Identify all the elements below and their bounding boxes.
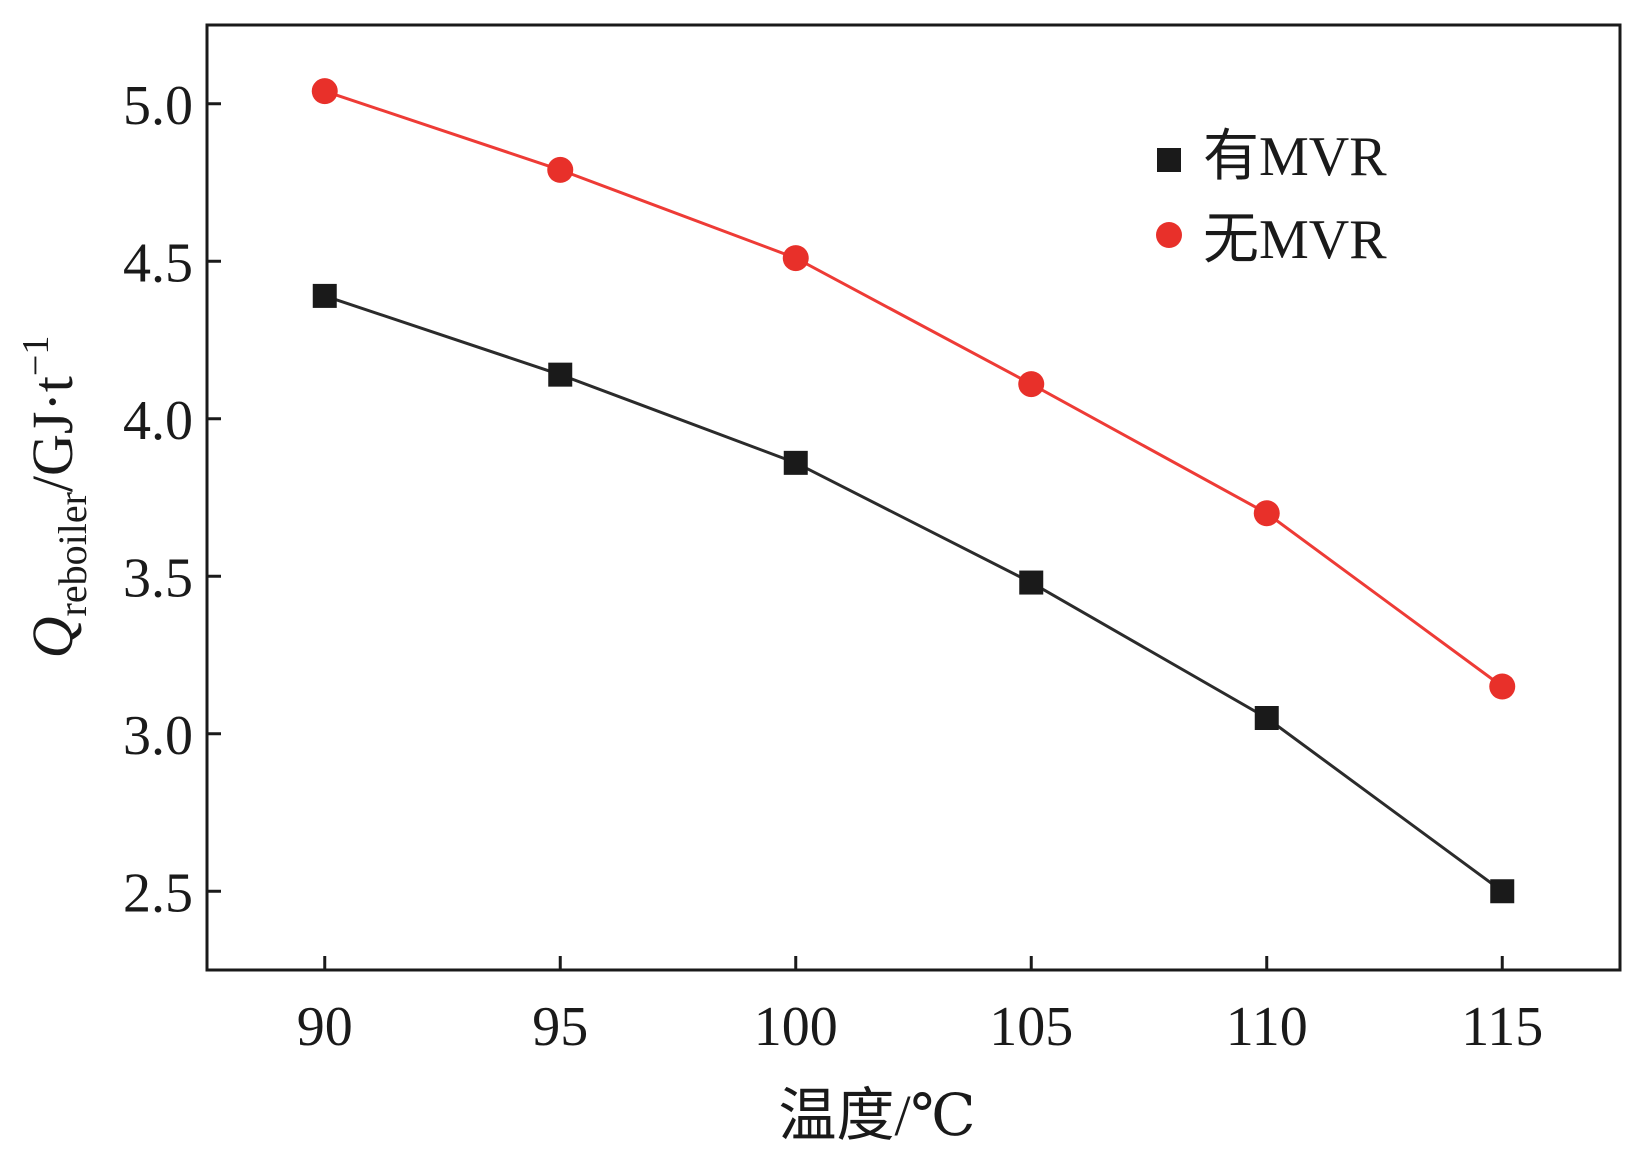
data-point-circle: [311, 78, 338, 105]
x-tick-label: 95: [532, 996, 588, 1058]
y-tick-label: 4.5: [123, 232, 193, 294]
data-point-square: [1490, 879, 1515, 904]
legend-label-1: 无MVR: [1203, 209, 1387, 271]
legend-marker-square: [1157, 148, 1181, 172]
y-tick-label: 3.0: [123, 705, 193, 767]
data-point-circle: [782, 245, 809, 272]
series-layer: [311, 78, 1516, 904]
data-point-square: [783, 450, 808, 475]
y-tick-label: 5.0: [123, 75, 193, 137]
data-point-circle: [1018, 371, 1045, 398]
data-point-square: [1019, 570, 1044, 595]
y-tick-label: 3.5: [123, 547, 193, 609]
x-axis-title: 温度/℃: [779, 1083, 976, 1148]
y-axis-title-unit: /GJ·t: [20, 376, 85, 492]
x-tick-label: 90: [297, 996, 353, 1058]
x-tick-label: 100: [754, 996, 838, 1058]
tick-labels: 90 95 100 105 110 115 2.5 3.0 3.5 4.0 4.5 5.0: [123, 75, 1543, 1058]
axis-ticks: [207, 102, 1504, 970]
x-tick-label: 115: [1461, 996, 1543, 1058]
series-line-0: [324, 294, 1504, 893]
plot-frame: [205, 23, 1622, 972]
data-point-circle: [1253, 500, 1280, 527]
x-tick-label: 110: [1226, 996, 1308, 1058]
series-line-1: [324, 89, 1504, 688]
legend-label-0: 有MVR: [1203, 126, 1387, 188]
y-axis-title-superscript: −1: [15, 336, 57, 376]
y-axis-title-main: Q: [20, 616, 85, 658]
y-tick-label: 2.5: [123, 862, 193, 924]
data-point-circle: [547, 156, 574, 183]
y-axis-title: Qreboiler/GJ·t−1: [15, 336, 95, 659]
legend: 有MVR 无MVR: [1156, 126, 1387, 271]
data-point-square: [1254, 706, 1279, 730]
y-tick-label: 4.0: [123, 390, 193, 452]
data-point-square: [312, 283, 337, 308]
data-point-circle: [1489, 673, 1516, 700]
data-point-square: [548, 362, 573, 387]
legend-marker-circle: [1156, 222, 1182, 248]
x-tick-label: 105: [989, 996, 1073, 1058]
y-axis-title-subscript: reboiler: [50, 492, 95, 616]
